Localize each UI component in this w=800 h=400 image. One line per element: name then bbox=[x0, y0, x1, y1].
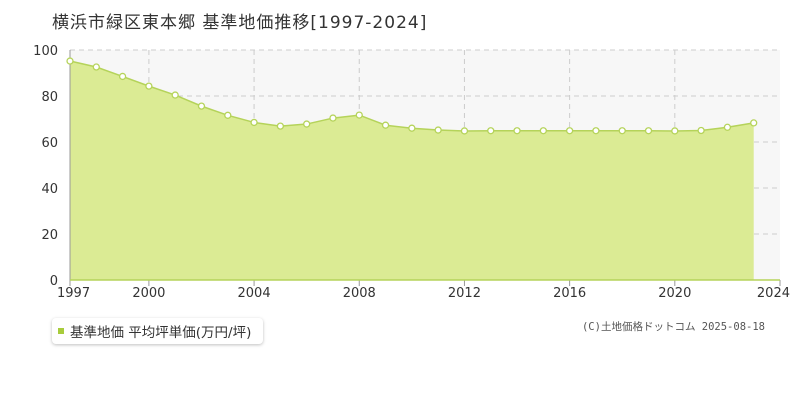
data-point bbox=[92, 63, 100, 71]
series-area bbox=[70, 61, 754, 280]
credit-text: (C)土地価格ドットコム 2025-08-18 bbox=[581, 321, 765, 333]
data-point bbox=[697, 126, 705, 135]
x-tick-label: 2016 bbox=[553, 286, 586, 301]
data-point bbox=[671, 127, 679, 135]
data-point bbox=[250, 118, 258, 127]
y-tick-label: 0 bbox=[50, 274, 58, 289]
legend: 基準地価 平均坪単価(万円/坪) bbox=[52, 318, 264, 344]
data-point bbox=[618, 127, 626, 135]
x-tick-label: 2020 bbox=[658, 286, 691, 301]
x-tick-label: 2008 bbox=[343, 286, 376, 301]
data-point bbox=[171, 91, 179, 99]
data-point bbox=[329, 114, 337, 122]
data-point bbox=[723, 123, 732, 131]
data-point bbox=[224, 111, 232, 119]
data-point bbox=[565, 127, 574, 135]
x-tick-label: 2004 bbox=[238, 286, 271, 301]
data-point bbox=[644, 127, 653, 135]
legend-swatch bbox=[58, 328, 64, 334]
data-point bbox=[487, 127, 495, 135]
data-point bbox=[460, 127, 469, 135]
y-tick-label: 80 bbox=[41, 90, 58, 105]
x-tick-label: 2012 bbox=[448, 286, 481, 301]
y-tick-label: 20 bbox=[41, 228, 58, 243]
y-tick-label: 100 bbox=[33, 44, 58, 59]
data-point bbox=[276, 122, 285, 130]
data-point bbox=[513, 127, 521, 135]
x-tick-label: 2000 bbox=[132, 286, 165, 301]
data-point bbox=[66, 57, 74, 65]
data-point bbox=[408, 124, 416, 132]
data-point bbox=[145, 82, 153, 90]
data-point bbox=[118, 72, 127, 81]
data-point bbox=[434, 126, 442, 134]
y-tick-label: 40 bbox=[41, 182, 58, 197]
data-point bbox=[197, 102, 206, 110]
x-tick-label: 1997 bbox=[57, 286, 90, 301]
data-point bbox=[592, 127, 600, 135]
data-point bbox=[303, 120, 311, 128]
data-point bbox=[355, 111, 363, 119]
data-point bbox=[381, 121, 390, 129]
data-point bbox=[539, 127, 547, 135]
chart-title: 横浜市緑区東本郷 基準地価推移[1997-2024] bbox=[52, 13, 428, 33]
x-tick-label: 2024 bbox=[757, 286, 790, 301]
legend-label: 基準地価 平均坪単価(万円/坪) bbox=[70, 325, 252, 341]
y-tick-label: 60 bbox=[41, 136, 58, 151]
data-point bbox=[750, 119, 758, 127]
